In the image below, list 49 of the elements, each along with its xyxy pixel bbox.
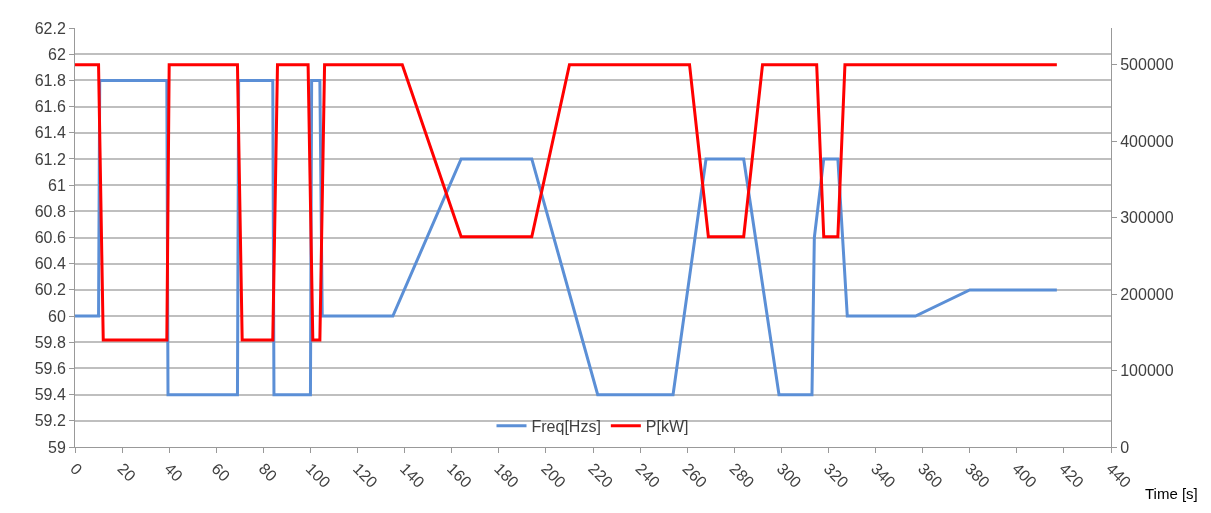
x-tick-label: 340 [867, 459, 899, 491]
y2-tick-label: 200000 [1120, 285, 1174, 303]
x-tick-label: 180 [491, 459, 523, 491]
x-tick-label: 140 [396, 459, 428, 491]
x-tick-label: 220 [585, 459, 617, 491]
x-tick-label: 420 [1056, 459, 1088, 491]
x-axis-title: Time [s] [1145, 485, 1198, 502]
y-tick-label: 61.4 [34, 124, 66, 142]
x-tick-label: 360 [914, 459, 946, 491]
x-tick-label: 400 [1009, 459, 1041, 491]
y-tick-label: 59 [48, 438, 66, 456]
y-tick-label: 61.6 [34, 98, 66, 116]
y-tick-label: 60.6 [34, 229, 66, 247]
y2-tick-label: 300000 [1120, 209, 1174, 227]
y-tick-label: 59.6 [34, 360, 66, 378]
x-tick-label: 320 [820, 459, 852, 491]
y-tick-label: 61.2 [34, 150, 66, 168]
y2-tick-label: 400000 [1120, 132, 1174, 150]
x-tick-label: 80 [255, 459, 281, 485]
y-tick-label: 62.2 [34, 19, 66, 37]
x-tick-label: 40 [161, 459, 187, 485]
x-tick-label: 440 [1103, 459, 1135, 491]
x-tick-label: 280 [726, 459, 758, 491]
x-tick-label: 240 [632, 459, 664, 491]
y-tick-label: 59.4 [34, 386, 66, 404]
y-tick-label: 61.8 [34, 71, 66, 89]
y2-tick-label: 500000 [1120, 56, 1174, 74]
x-tick-label: 120 [349, 459, 381, 491]
y-tick-label: 60.8 [34, 202, 66, 220]
x-tick-label: 60 [208, 459, 234, 485]
legend-label: Freq[Hzs] [531, 417, 601, 435]
y-tick-label: 62 [48, 45, 66, 63]
y-tick-label: 61 [48, 176, 66, 194]
x-tick-label: 260 [679, 459, 711, 491]
y-tick-label: 60.4 [34, 255, 66, 273]
y-tick-label: 60.2 [34, 281, 66, 299]
legend-label: P[kW] [645, 417, 689, 435]
y2-tick-label: 100000 [1120, 362, 1174, 380]
x-tick-label: 200 [538, 459, 570, 491]
x-tick-label: 20 [114, 459, 139, 485]
x-tick-label: 160 [443, 459, 475, 491]
y-tick-label: 59.8 [34, 333, 66, 351]
x-tick-label: 300 [773, 459, 805, 491]
x-tick-label: 380 [961, 459, 993, 491]
y-tick-label: 59.2 [34, 412, 66, 430]
x-tick-label: 0 [67, 459, 86, 479]
x-tick-label: 100 [302, 459, 334, 491]
y-tick-label: 60 [48, 307, 66, 325]
y2-tick-label: 0 [1120, 438, 1130, 456]
